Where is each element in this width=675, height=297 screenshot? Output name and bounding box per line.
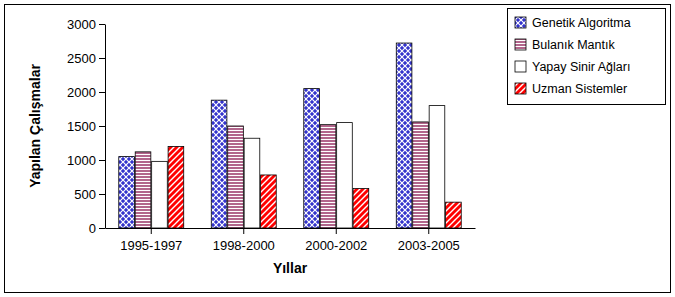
y-tick: 2500 [67, 51, 105, 66]
bar [168, 146, 184, 228]
bar [244, 138, 260, 228]
y-tick: 1500 [67, 119, 105, 134]
bar [152, 161, 168, 228]
chart: 0 500 1000 1500 2000 2500 3000 1995-1997 1998-20… [0, 0, 675, 297]
legend: Genetik Algoritma Bulanık Mantık Yapay Sin… [508, 9, 666, 105]
x-tick-label: 1995-1997 [120, 238, 182, 253]
legend-swatch [515, 39, 526, 50]
x-tick-mark [336, 228, 337, 234]
legend-item: Uzman Sistemler [515, 82, 627, 96]
y-axis: 0 500 1000 1500 2000 2500 3000 [67, 17, 105, 236]
legend-label: Uzman Sistemler [532, 82, 627, 96]
y-tick: 1000 [67, 153, 105, 168]
legend-swatch [515, 83, 526, 94]
y-tick: 3000 [67, 17, 105, 32]
y-tick-mark [99, 24, 105, 25]
bar [413, 122, 429, 228]
x-axis: 1995-1997 1998-2000 2000-2002 2003-2005 [106, 228, 476, 253]
y-tick: 2000 [67, 85, 105, 100]
legend-label: Yapay Sinir Ağları [532, 60, 630, 74]
y-tick-mark [99, 126, 105, 127]
bar [320, 125, 336, 228]
y-tick-label: 500 [74, 187, 96, 202]
legend-swatch [515, 17, 526, 28]
y-tick-label: 2000 [67, 85, 96, 100]
bar [211, 100, 227, 228]
bar [228, 126, 244, 228]
legend-item: Bulanık Mantık [515, 38, 615, 52]
y-tick-label: 2500 [67, 51, 96, 66]
legend-label: Bulanık Mantık [532, 38, 615, 52]
plot: 0 500 1000 1500 2000 2500 3000 1995-1997 1998-20… [67, 17, 475, 253]
y-tick-mark [99, 228, 105, 229]
x-tick: 2000-2002 [305, 228, 367, 253]
y-tick-label: 0 [89, 221, 96, 236]
y-tick: 500 [74, 187, 105, 202]
y-tick-mark [99, 160, 105, 161]
y-axis-line [105, 25, 106, 229]
x-tick-mark [428, 228, 429, 234]
x-tick-mark [151, 228, 152, 234]
legend-frame [508, 9, 666, 105]
x-axis-title: Yıllar [273, 260, 308, 276]
bar [396, 43, 412, 228]
bar [429, 106, 445, 228]
y-tick: 0 [89, 221, 105, 236]
y-tick-label: 3000 [67, 17, 96, 32]
bar [261, 175, 277, 228]
y-tick-mark [99, 92, 105, 93]
x-tick-label: 2000-2002 [305, 238, 367, 253]
bar [119, 157, 135, 228]
legend-swatch [515, 61, 526, 72]
chart-frame [5, 5, 671, 293]
x-tick: 1995-1997 [120, 228, 182, 253]
bar [135, 152, 151, 228]
y-tick-mark [99, 58, 105, 59]
bar [353, 189, 369, 228]
x-tick-mark [243, 228, 244, 234]
legend-item: Yapay Sinir Ağları [515, 60, 630, 74]
x-tick: 2003-2005 [398, 228, 460, 253]
y-tick-label: 1000 [67, 153, 96, 168]
bar [304, 89, 320, 228]
x-tick-label: 1998-2000 [213, 238, 275, 253]
bar [446, 202, 462, 228]
legend-item: Genetik Algoritma [515, 16, 631, 30]
bars [119, 43, 461, 228]
x-tick: 1998-2000 [213, 228, 275, 253]
legend-label: Genetik Algoritma [532, 16, 631, 30]
y-axis-title: Yapılan Çalışmalar [27, 64, 43, 188]
bar [337, 123, 353, 228]
x-tick-label: 2003-2005 [398, 238, 460, 253]
y-tick-label: 1500 [67, 119, 96, 134]
y-tick-mark [99, 194, 105, 195]
x-axis-line [106, 228, 476, 229]
